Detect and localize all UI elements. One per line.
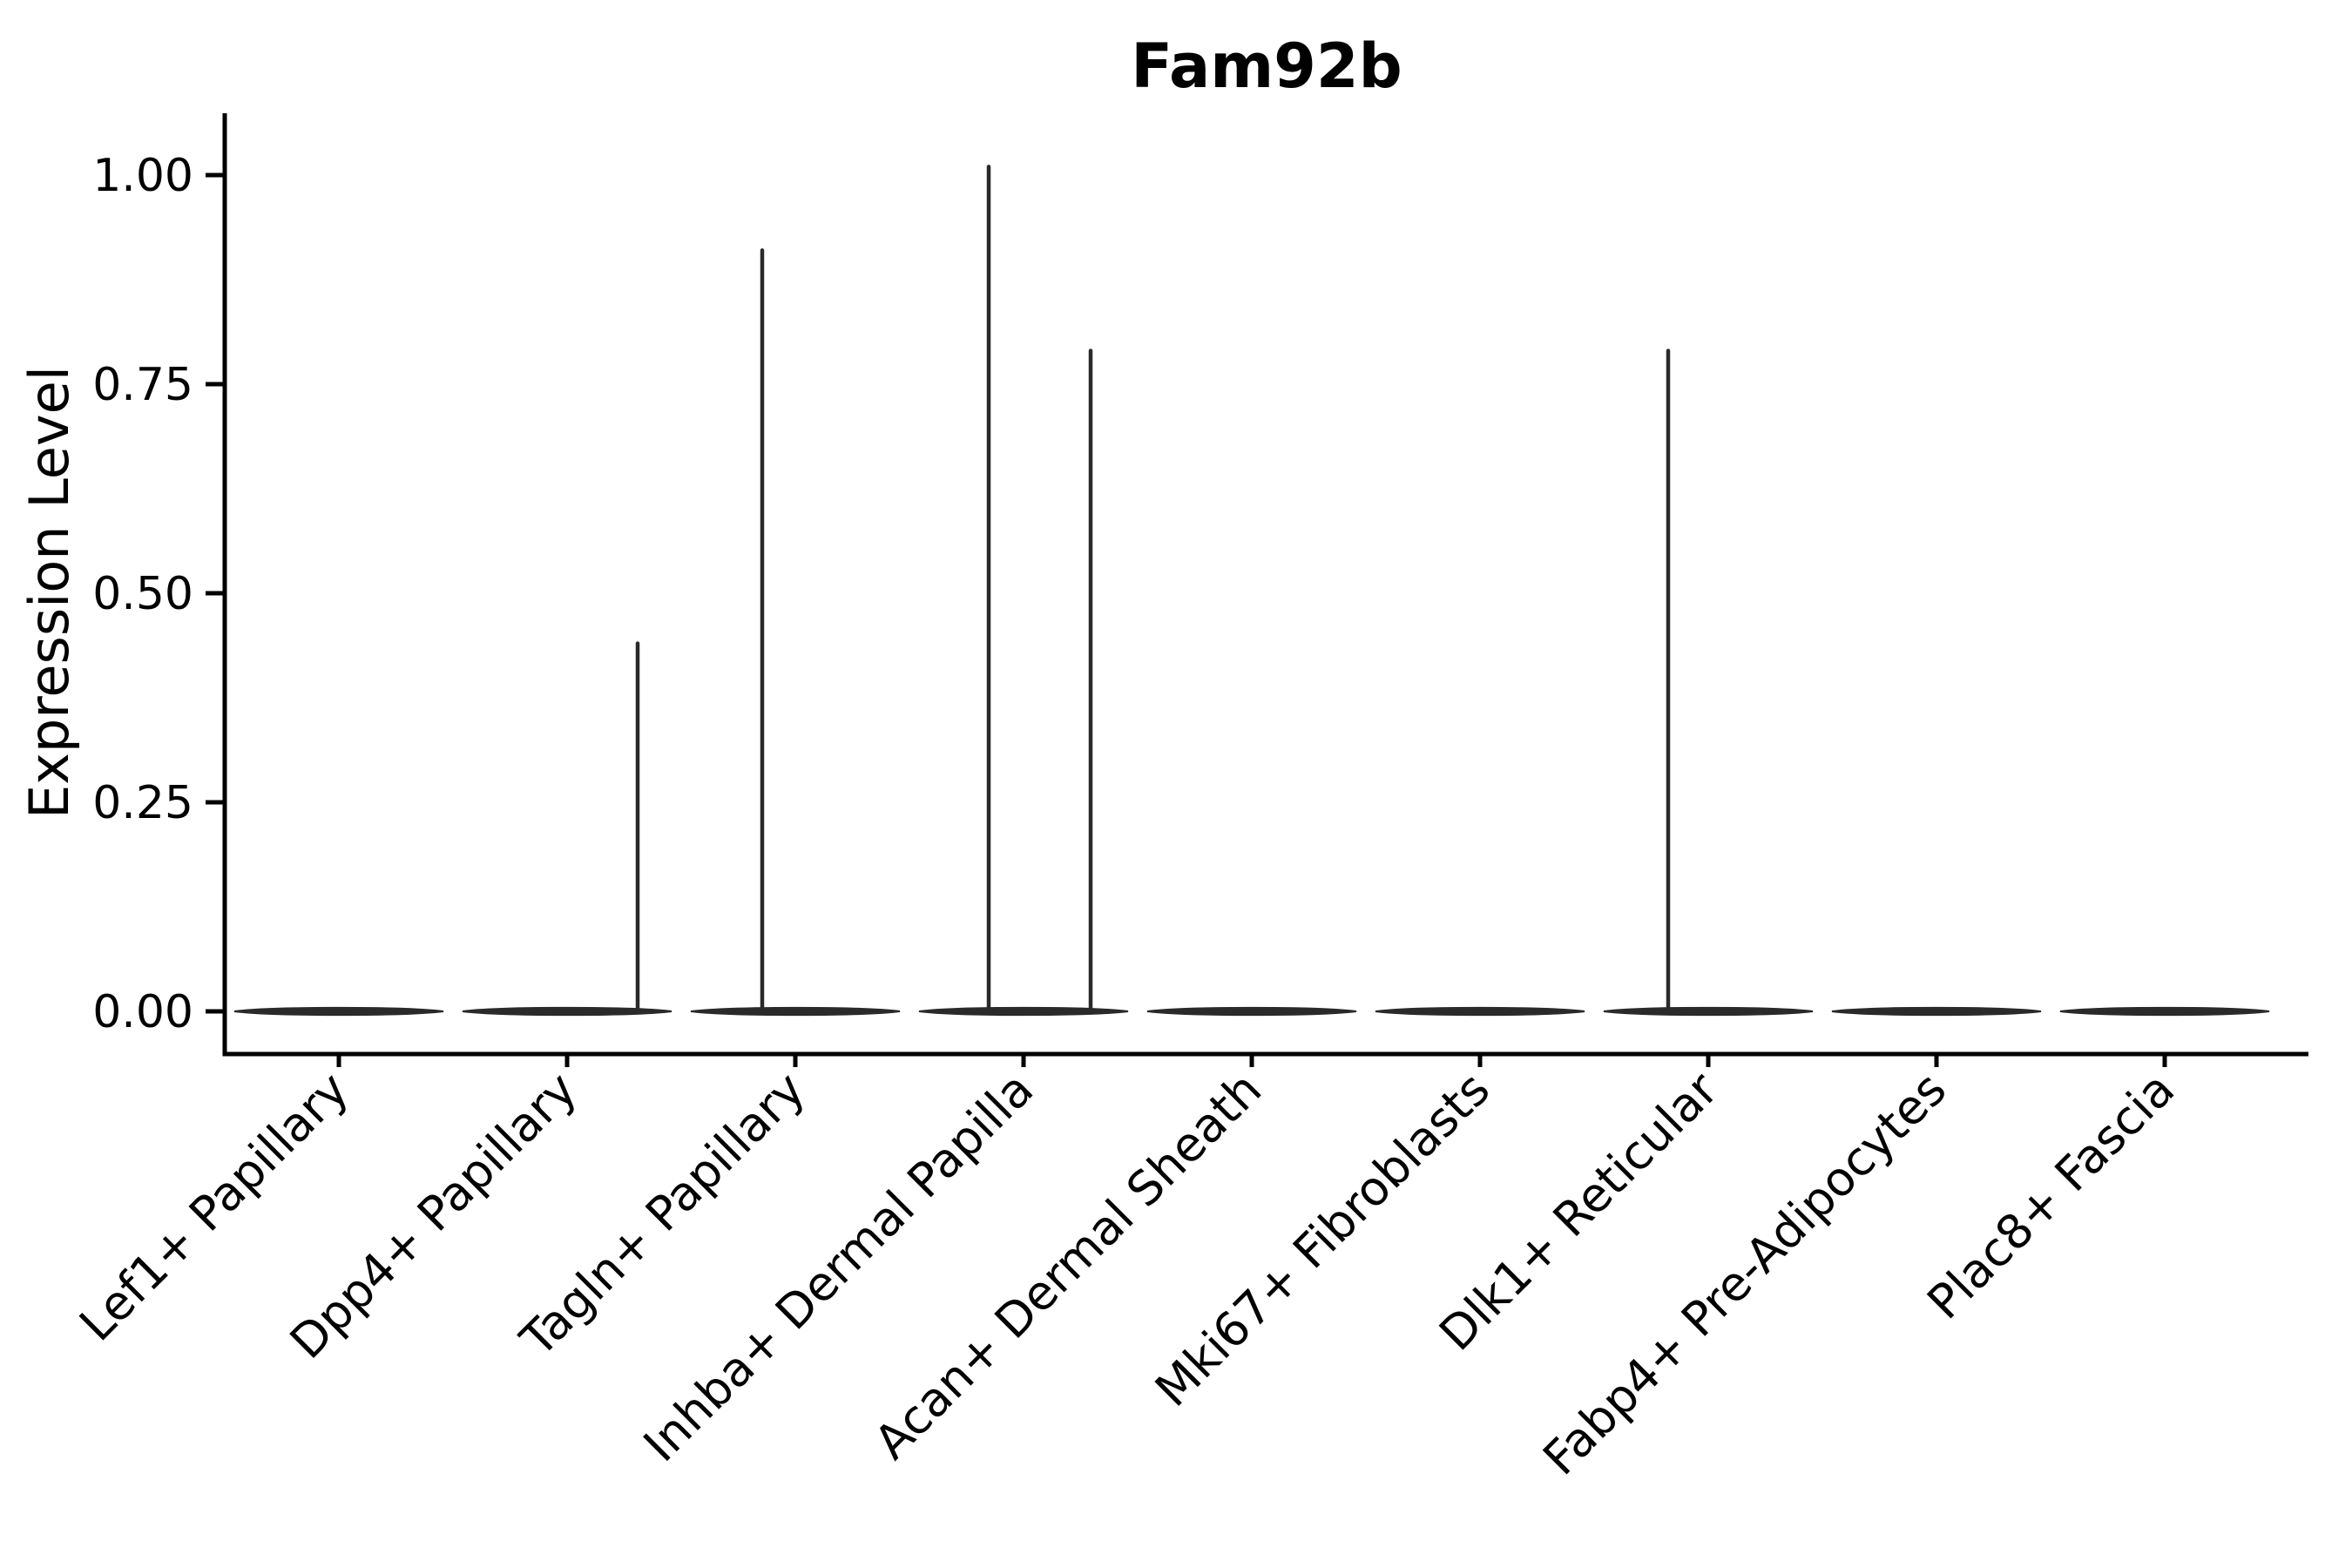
y-tick-label: 0.25 [92, 777, 193, 829]
violin-body [1831, 1006, 2042, 1017]
x-tick-label: Plac8+ Fascia [1916, 1062, 2185, 1330]
violin-layer [233, 165, 2270, 1017]
y-axis-label: Expression Level [17, 366, 81, 819]
violin-body [1146, 1006, 1357, 1017]
chart-title: Fam92b [1131, 30, 1402, 102]
violin-body [2059, 1006, 2270, 1017]
violin-body [690, 1006, 901, 1017]
violin-body [462, 1006, 672, 1017]
y-tick-label: 0.50 [92, 568, 193, 620]
violin-body [1375, 1006, 1585, 1017]
y-tick-label: 0.75 [92, 359, 193, 411]
y-tick-label: 1.00 [92, 150, 193, 202]
violin-body [1603, 1006, 1814, 1017]
x-tick-label: Acan+ Dermal Sheath [864, 1062, 1272, 1470]
x-tick-label: Fabp4+ Pre-Adipocytes [1532, 1062, 1957, 1486]
violin-body [918, 1006, 1129, 1017]
y-tick-label: 0.00 [92, 986, 193, 1038]
violin-body [233, 1006, 444, 1017]
x-tick-label: Inhba+ Dermal Papilla [633, 1062, 1044, 1472]
